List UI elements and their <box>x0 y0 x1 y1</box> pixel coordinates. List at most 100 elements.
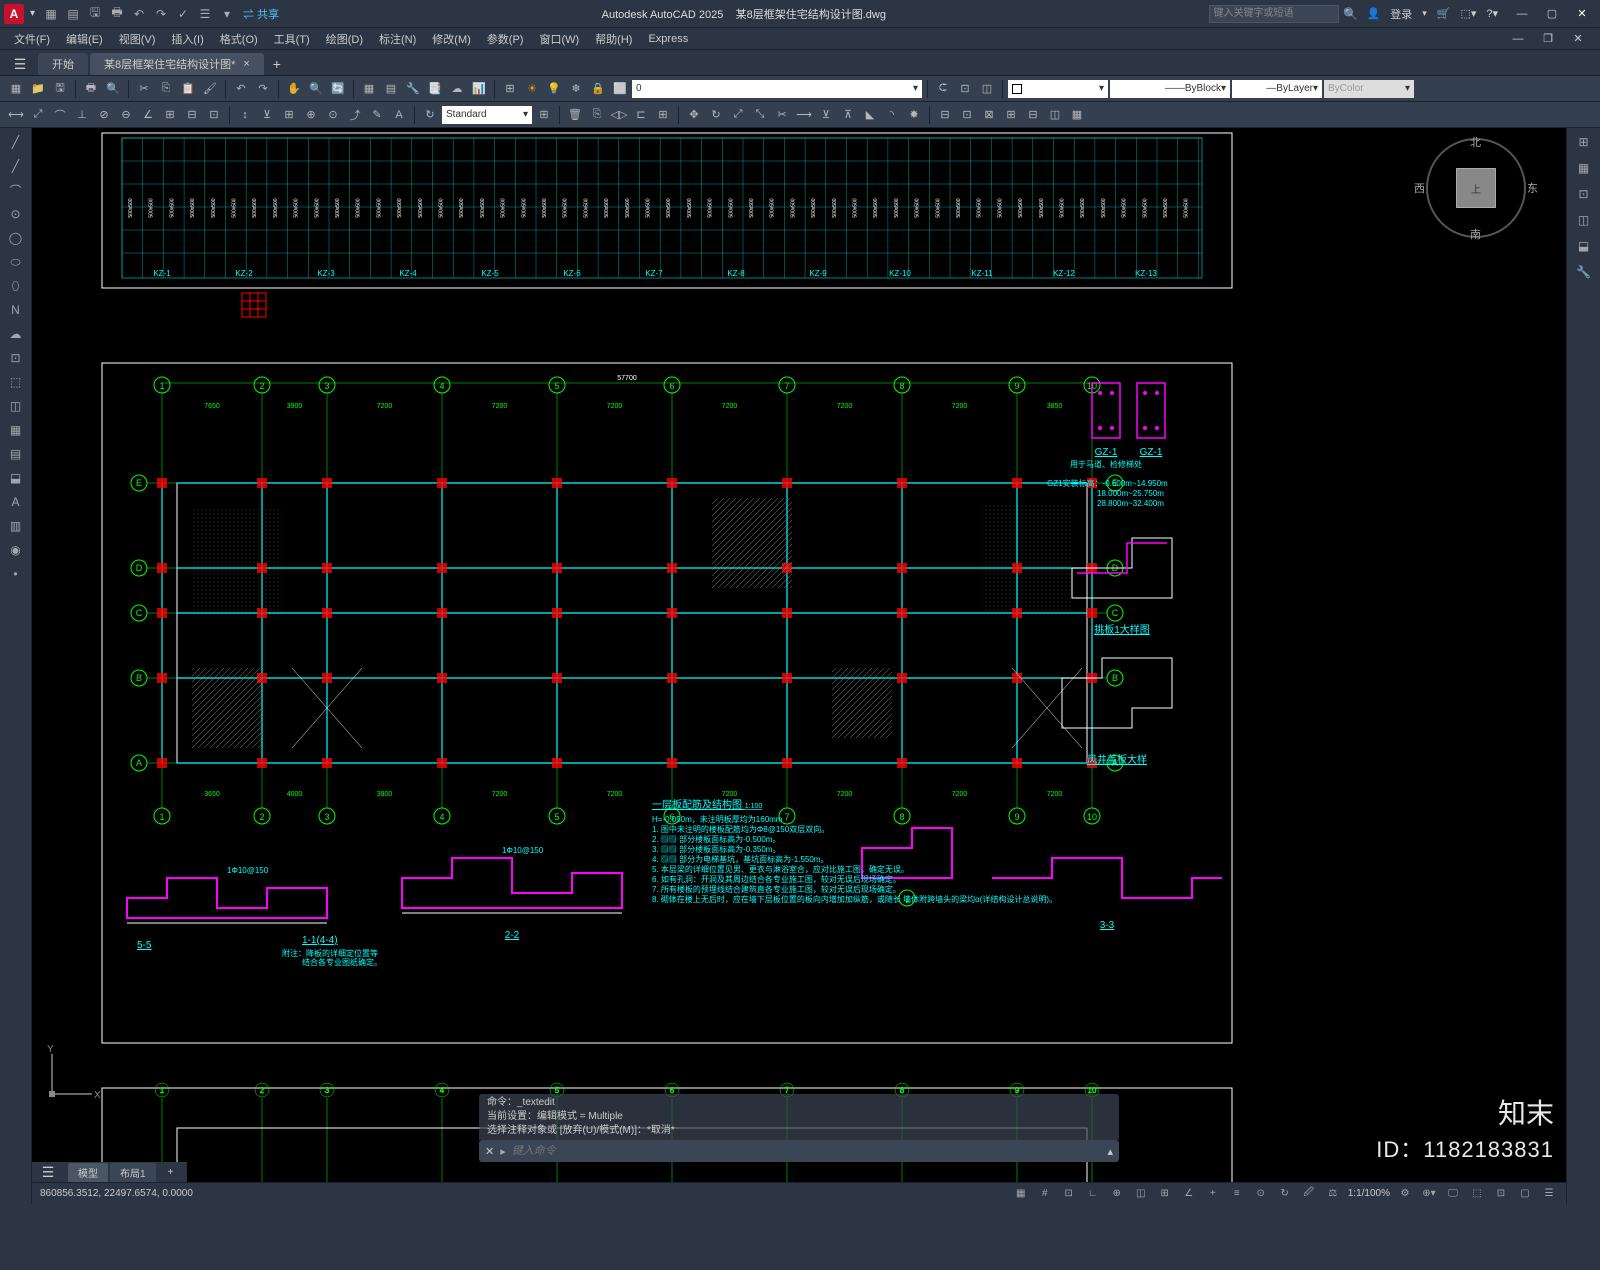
menu-draw[interactable]: 绘图(D) <box>320 29 369 49</box>
viewcube-north[interactable]: 北 <box>1470 134 1481 150</box>
nav-wheel-icon[interactable]: ▦ <box>1573 158 1595 178</box>
sb-iso-icon[interactable]: ⬚ <box>1468 1186 1486 1202</box>
mod-fillet-icon[interactable]: ◝ <box>882 105 902 125</box>
dim-ang-icon[interactable]: ∠ <box>138 105 158 125</box>
sb-trans-icon[interactable]: ⊙ <box>1252 1186 1270 1202</box>
inspect-icon[interactable]: ⊙ <box>323 105 343 125</box>
dim-linear-icon[interactable]: ⟷ <box>6 105 26 125</box>
tab-document[interactable]: 某8层框架住宅结构设计图* × <box>90 53 264 75</box>
dim-space-icon[interactable]: ↕ <box>235 105 255 125</box>
tb-orbit-icon[interactable]: 🔄 <box>328 79 348 99</box>
share-button[interactable]: ⇌ 共享 <box>243 6 279 22</box>
tab-add-button[interactable]: + <box>266 53 288 75</box>
qat-btn6[interactable]: ✓ <box>175 6 191 22</box>
tb-layer-color-icon[interactable]: ⬜ <box>610 79 630 99</box>
qat-new-icon[interactable]: ▦ <box>43 6 59 22</box>
tb-layer-iso-icon[interactable]: ◫ <box>977 79 997 99</box>
tb-redo-icon[interactable]: ↷ <box>253 79 273 99</box>
sb-cycle-icon[interactable]: ↻ <box>1276 1186 1294 1202</box>
tb-cut-icon[interactable]: ✂ <box>134 79 154 99</box>
tab-layout-add[interactable]: + <box>158 1165 184 1180</box>
insert-tool-icon[interactable]: ◫ <box>5 396 27 416</box>
qat-dropdown-icon[interactable]: ▾ <box>219 6 235 22</box>
tb-tp-icon[interactable]: 🔧 <box>403 79 423 99</box>
tab-model[interactable]: 模型 <box>68 1163 108 1182</box>
line-tool-icon[interactable]: ╱ <box>5 132 27 152</box>
jog-icon[interactable]: ⤴ <box>345 105 365 125</box>
nav-orbit-icon[interactable]: ⬓ <box>1573 236 1595 256</box>
tb-sun-icon[interactable]: ☀ <box>522 79 542 99</box>
command-input[interactable] <box>512 1145 1102 1157</box>
dim-base-icon[interactable]: ⊟ <box>182 105 202 125</box>
qat-open-icon[interactable]: ▤ <box>65 6 81 22</box>
doc-minimize-button[interactable]: — <box>1504 29 1532 49</box>
sb-clean-icon[interactable]: ▢ <box>1516 1186 1534 1202</box>
polygon-tool-icon[interactable]: ⊙ <box>5 204 27 224</box>
mod-extend-icon[interactable]: ⟶ <box>794 105 814 125</box>
dim-arc-icon[interactable]: ⌒ <box>50 105 70 125</box>
file-tab-menu-icon[interactable]: ☰ <box>8 53 32 75</box>
gradient-tool-icon[interactable]: ▤ <box>5 444 27 464</box>
dim-edit-icon[interactable]: ✎ <box>367 105 387 125</box>
block-tool-icon[interactable]: ⬚ <box>5 372 27 392</box>
login-button[interactable]: 登录 <box>1390 6 1412 22</box>
mod-break-icon[interactable]: ⊻ <box>816 105 836 125</box>
dim-ord-icon[interactable]: ⊥ <box>72 105 92 125</box>
user-icon[interactable]: 👤 <box>1367 7 1381 20</box>
tb-match-icon[interactable]: 🖌 <box>200 79 220 99</box>
sb-otrack-icon[interactable]: ∠ <box>1180 1186 1198 1202</box>
layout-menu-icon[interactable]: ☰ <box>36 1161 60 1183</box>
tb-lock-icon[interactable]: 🔒 <box>588 79 608 99</box>
tb-new-icon[interactable]: ▦ <box>6 79 26 99</box>
divide-tool-icon[interactable]: • <box>5 564 27 584</box>
tb-save-icon[interactable]: 🖫 <box>50 79 70 99</box>
tb-props-icon[interactable]: ▦ <box>359 79 379 99</box>
qat-btn7[interactable]: ☰ <box>197 6 213 22</box>
tb-ssm-icon[interactable]: 📑 <box>425 79 445 99</box>
nav-home-icon[interactable]: ⊞ <box>1573 132 1595 152</box>
nav-zoom-icon[interactable]: ◫ <box>1573 210 1595 230</box>
viewcube-south[interactable]: 南 <box>1470 226 1481 242</box>
mod-offset-icon[interactable]: ⊏ <box>631 105 651 125</box>
text-tool-icon[interactable]: A <box>5 492 27 512</box>
table-tool-icon[interactable]: ▥ <box>5 516 27 536</box>
cmd-close-icon[interactable]: ✕ <box>485 1145 494 1158</box>
dim-cont-icon[interactable]: ⊡ <box>204 105 224 125</box>
revcloud-tool-icon[interactable]: ☁ <box>5 324 27 344</box>
sb-gear-icon[interactable]: ⚙ <box>1396 1186 1414 1202</box>
sb-anno-icon[interactable]: 🖉 <box>1300 1186 1318 1202</box>
tb-print-icon[interactable]: 🖶 <box>81 79 101 99</box>
spline-tool-icon[interactable]: N <box>5 300 27 320</box>
sb-dyn-icon[interactable]: + <box>1204 1186 1222 1202</box>
xline-tool-icon[interactable]: ╱ <box>5 156 27 176</box>
menu-modify[interactable]: 修改(M) <box>426 29 477 49</box>
doc-restore-button[interactable]: ❐ <box>1534 29 1562 49</box>
mod-scale-icon[interactable]: ⤢ <box>728 105 748 125</box>
dim-rad-icon[interactable]: ⊘ <box>94 105 114 125</box>
viewcube-east[interactable]: 东 <box>1527 180 1538 196</box>
dim-tedit-icon[interactable]: A <box>389 105 409 125</box>
cmd-recent-icon[interactable]: ▴ <box>1107 1145 1113 1158</box>
lineweight-dropdown[interactable]: — ByLayer ▾ <box>1232 80 1322 98</box>
pline-tool-icon[interactable]: ⌒ <box>5 180 27 200</box>
sb-lwt-icon[interactable]: ≡ <box>1228 1186 1246 1202</box>
menu-help[interactable]: 帮助(H) <box>589 29 638 49</box>
app-menu-dropdown-icon[interactable]: ▾ <box>30 8 35 19</box>
tb-layer-mgr-icon[interactable]: ⊞ <box>500 79 520 99</box>
mod-mirror-icon[interactable]: ◁▷ <box>609 105 629 125</box>
tb-undo-icon[interactable]: ↶ <box>231 79 251 99</box>
ref-edit-icon[interactable]: ⊞ <box>1001 105 1021 125</box>
cart-icon[interactable]: 🛒 <box>1437 7 1451 20</box>
dim-quick-icon[interactable]: ⊞ <box>160 105 180 125</box>
viewcube-top-face[interactable]: 上 <box>1456 168 1496 208</box>
login-dropdown-icon[interactable]: ▾ <box>1422 8 1427 19</box>
ungroup-icon[interactable]: ⊠ <box>979 105 999 125</box>
menu-parametric[interactable]: 参数(P) <box>481 29 530 49</box>
ellipse-tool-icon[interactable]: ⬯ <box>5 276 27 296</box>
menu-file[interactable]: 文件(F) <box>8 29 56 49</box>
ucs-icon[interactable]: X Y <box>42 1044 102 1104</box>
sb-monitor-icon[interactable]: 🖵 <box>1444 1186 1462 1202</box>
qat-redo-icon[interactable]: ↷ <box>153 6 169 22</box>
mod-explode-icon[interactable]: ✸ <box>904 105 924 125</box>
mod-chamfer-icon[interactable]: ◣ <box>860 105 880 125</box>
